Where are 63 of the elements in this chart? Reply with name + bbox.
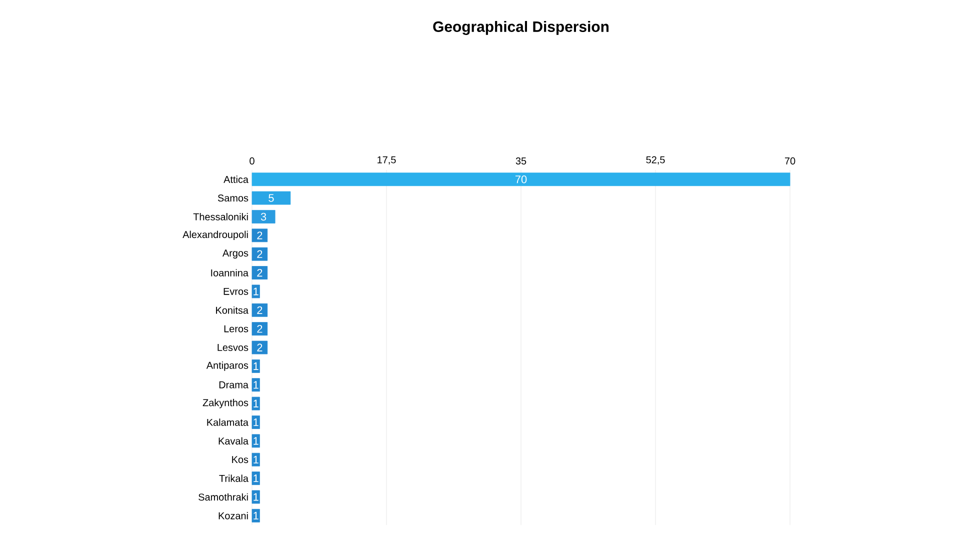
bar — [252, 247, 268, 261]
bar — [252, 359, 260, 373]
bar — [252, 303, 268, 317]
data-label: 1 — [254, 493, 258, 501]
y-tick-label: Drama — [219, 381, 248, 388]
data-label: 1 — [254, 437, 258, 445]
bar — [252, 472, 260, 485]
bar — [252, 172, 790, 186]
bar — [252, 340, 268, 354]
bar — [252, 228, 268, 242]
y-tick-label: Kavala — [218, 437, 248, 445]
y-tick-label: Thessaloniki — [193, 213, 248, 220]
y-tick-label: Samothraki — [198, 493, 248, 501]
data-label: 2 — [257, 306, 262, 314]
data-label: 2 — [257, 268, 262, 277]
bar — [252, 396, 260, 410]
bar — [252, 508, 260, 522]
y-tick-label: Lesvos — [218, 344, 248, 351]
bar — [252, 322, 268, 336]
y-tick-label: Kos — [232, 456, 248, 464]
data-label: 1 — [254, 474, 258, 482]
y-tick-label: Argos — [222, 250, 248, 259]
x-tick-label: 35 — [516, 157, 526, 164]
bar — [252, 210, 276, 224]
y-tick-label: Attica — [224, 176, 248, 183]
data-label: 1 — [254, 362, 258, 370]
bar — [252, 416, 260, 429]
chart-title: Geographical Dispersion — [433, 21, 609, 35]
data-label: 2 — [257, 232, 262, 240]
x-tick-label: 52,5 — [646, 156, 665, 164]
y-tick-label: Samos — [218, 194, 248, 202]
data-label: 2 — [257, 344, 262, 352]
y-tick-label: Trikala — [219, 474, 248, 482]
y-tick-label: Kalamata — [207, 418, 248, 426]
data-label: 5 — [268, 194, 274, 202]
y-tick-label: Kozani — [218, 512, 248, 520]
bar — [252, 378, 260, 392]
y-tick-label: Ioannina — [211, 269, 248, 276]
x-tick-label: 17,5 — [378, 156, 396, 164]
y-tick-label: Alexandroupoli — [182, 230, 248, 240]
bar — [252, 284, 260, 298]
y-tick-label: Leros — [224, 325, 248, 332]
x-tick-label: 70 — [784, 157, 796, 164]
data-label: 3 — [260, 212, 266, 221]
bar — [252, 191, 291, 205]
y-tick-label: Evros — [224, 288, 248, 295]
x-tick-label: 0 — [250, 157, 254, 164]
data-label: 70 — [515, 175, 527, 184]
y-tick-label: Antiparos — [206, 362, 248, 371]
data-label: 1 — [254, 381, 258, 389]
data-label: 1 — [254, 400, 258, 408]
y-tick-label: Zakynthos — [202, 398, 248, 408]
data-label: 1 — [254, 456, 258, 464]
data-label: 2 — [257, 325, 262, 333]
y-tick-label: Konitsa — [216, 306, 248, 314]
bar — [252, 452, 260, 466]
bar — [252, 490, 260, 504]
data-label: 1 — [254, 418, 258, 426]
bar — [252, 266, 268, 280]
data-label: 2 — [257, 250, 262, 258]
data-label: 1 — [254, 288, 258, 296]
data-label: 1 — [254, 512, 258, 520]
bar — [252, 434, 260, 448]
